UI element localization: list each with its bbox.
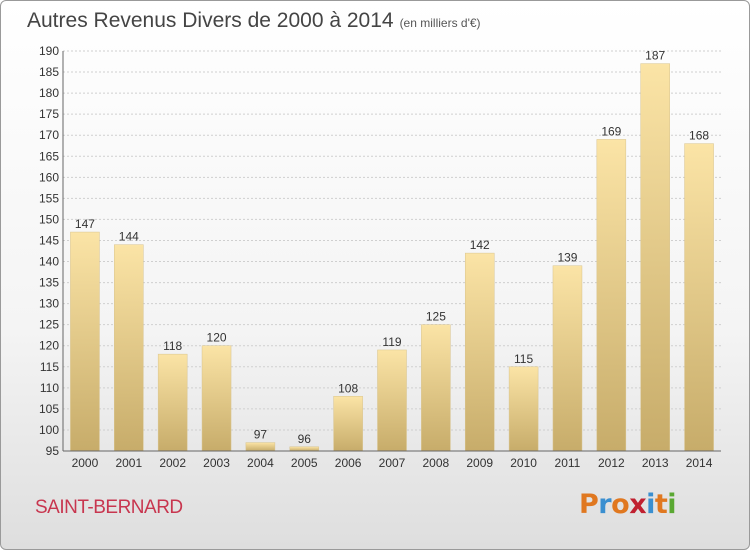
value-labels: 147 144 118 120 97 96 108 119 125 142 115 139 169 187…	[75, 49, 709, 446]
value-label-2002: 118	[163, 339, 182, 353]
y-tick-label: 115	[40, 360, 59, 374]
bar-2005	[289, 446, 320, 452]
y-tick-label: 160	[39, 170, 59, 184]
x-tick-label-2003: 2003	[203, 456, 230, 470]
logo-letter: r	[598, 489, 612, 520]
logo-letter: i	[667, 489, 677, 520]
x-tick-label-2013: 2013	[642, 456, 669, 470]
x-tick-label-2009: 2009	[466, 456, 493, 470]
logo-letter: i	[646, 489, 655, 520]
bar-2011	[552, 265, 583, 452]
y-tick-label: 175	[39, 107, 59, 121]
y-tick-label: 95	[46, 444, 60, 458]
bar-2013	[640, 63, 670, 452]
axes: 95 100 105 110 115 120 125 130 135 140 145 150 155 16…	[39, 44, 721, 470]
y-tick-label: 170	[39, 128, 59, 142]
proxiti-logo: Proxiti	[579, 489, 677, 520]
value-label-2013: 187	[645, 49, 665, 63]
x-tick-label-2007: 2007	[379, 456, 406, 470]
y-tick-label: 185	[39, 65, 59, 79]
y-tick-label: 155	[39, 191, 59, 205]
y-tick-label: 140	[39, 255, 59, 269]
bar-2004	[245, 442, 276, 452]
bars	[70, 63, 714, 452]
x-tick-label-2012: 2012	[598, 456, 625, 470]
x-tick-label-2002: 2002	[159, 456, 186, 470]
bar-2009	[464, 252, 495, 452]
value-label-2001: 144	[119, 230, 139, 244]
bar-2014	[684, 143, 714, 452]
y-tick-label: 110	[40, 381, 59, 395]
bar-2007	[377, 349, 407, 452]
logo-letter: o	[611, 489, 630, 520]
bar-2002	[157, 353, 188, 452]
x-tick-label-2014: 2014	[686, 456, 713, 470]
value-label-2010: 115	[514, 352, 533, 366]
x-tick-label-2001: 2001	[115, 456, 142, 470]
value-label-2008: 125	[426, 310, 446, 324]
x-tick-label-2006: 2006	[335, 456, 362, 470]
y-tick-label: 130	[39, 297, 59, 311]
y-tick-label: 165	[39, 149, 59, 163]
logo-letter: P	[579, 489, 599, 520]
y-tick-label: 180	[39, 86, 59, 100]
value-label-2014: 168	[689, 129, 709, 143]
y-tick-label: 105	[39, 402, 59, 416]
chart-title-main: Autres Revenus Divers de 2000 à 2014	[27, 9, 394, 32]
value-label-2011: 139	[557, 251, 577, 265]
place-name: SAINT-BERNARD	[35, 497, 183, 518]
x-tick-label-2011: 2011	[555, 456, 581, 470]
y-tick-label: 145	[39, 233, 59, 247]
value-label-2007: 119	[382, 335, 401, 349]
logo-letter: t	[654, 489, 668, 520]
y-tick-label: 135	[39, 276, 59, 290]
x-tick-label-2005: 2005	[291, 456, 318, 470]
y-tick-label: 150	[39, 212, 59, 226]
value-label-2000: 147	[75, 217, 95, 231]
x-tick-label-2004: 2004	[247, 456, 274, 470]
value-label-2009: 142	[470, 238, 490, 252]
y-tick-label: 120	[39, 339, 59, 353]
bar-2012	[596, 139, 627, 452]
chart-title: Autres Revenus Divers de 2000 à 2014 (en …	[27, 9, 481, 33]
value-label-2004: 97	[254, 428, 268, 442]
value-label-2006: 108	[338, 381, 358, 395]
x-tick-label-2008: 2008	[423, 456, 450, 470]
bar-2008	[421, 324, 451, 452]
bar-2000	[70, 231, 100, 452]
bar-2006	[333, 396, 363, 452]
value-label-2005: 96	[298, 432, 312, 446]
value-label-2003: 120	[207, 331, 227, 345]
logo-letter: x	[629, 489, 647, 520]
chart-title-unit: (en milliers d'€)	[399, 16, 481, 30]
y-tick-label: 125	[39, 318, 59, 332]
x-tick-label-2000: 2000	[72, 456, 99, 470]
bar-2003	[201, 345, 232, 452]
x-tick-label-2010: 2010	[510, 456, 537, 470]
bar-2010	[508, 366, 539, 452]
y-tick-label: 100	[39, 423, 59, 437]
y-tick-label: 190	[39, 44, 59, 58]
value-label-2012: 169	[601, 124, 621, 138]
bar-2001	[114, 244, 144, 452]
